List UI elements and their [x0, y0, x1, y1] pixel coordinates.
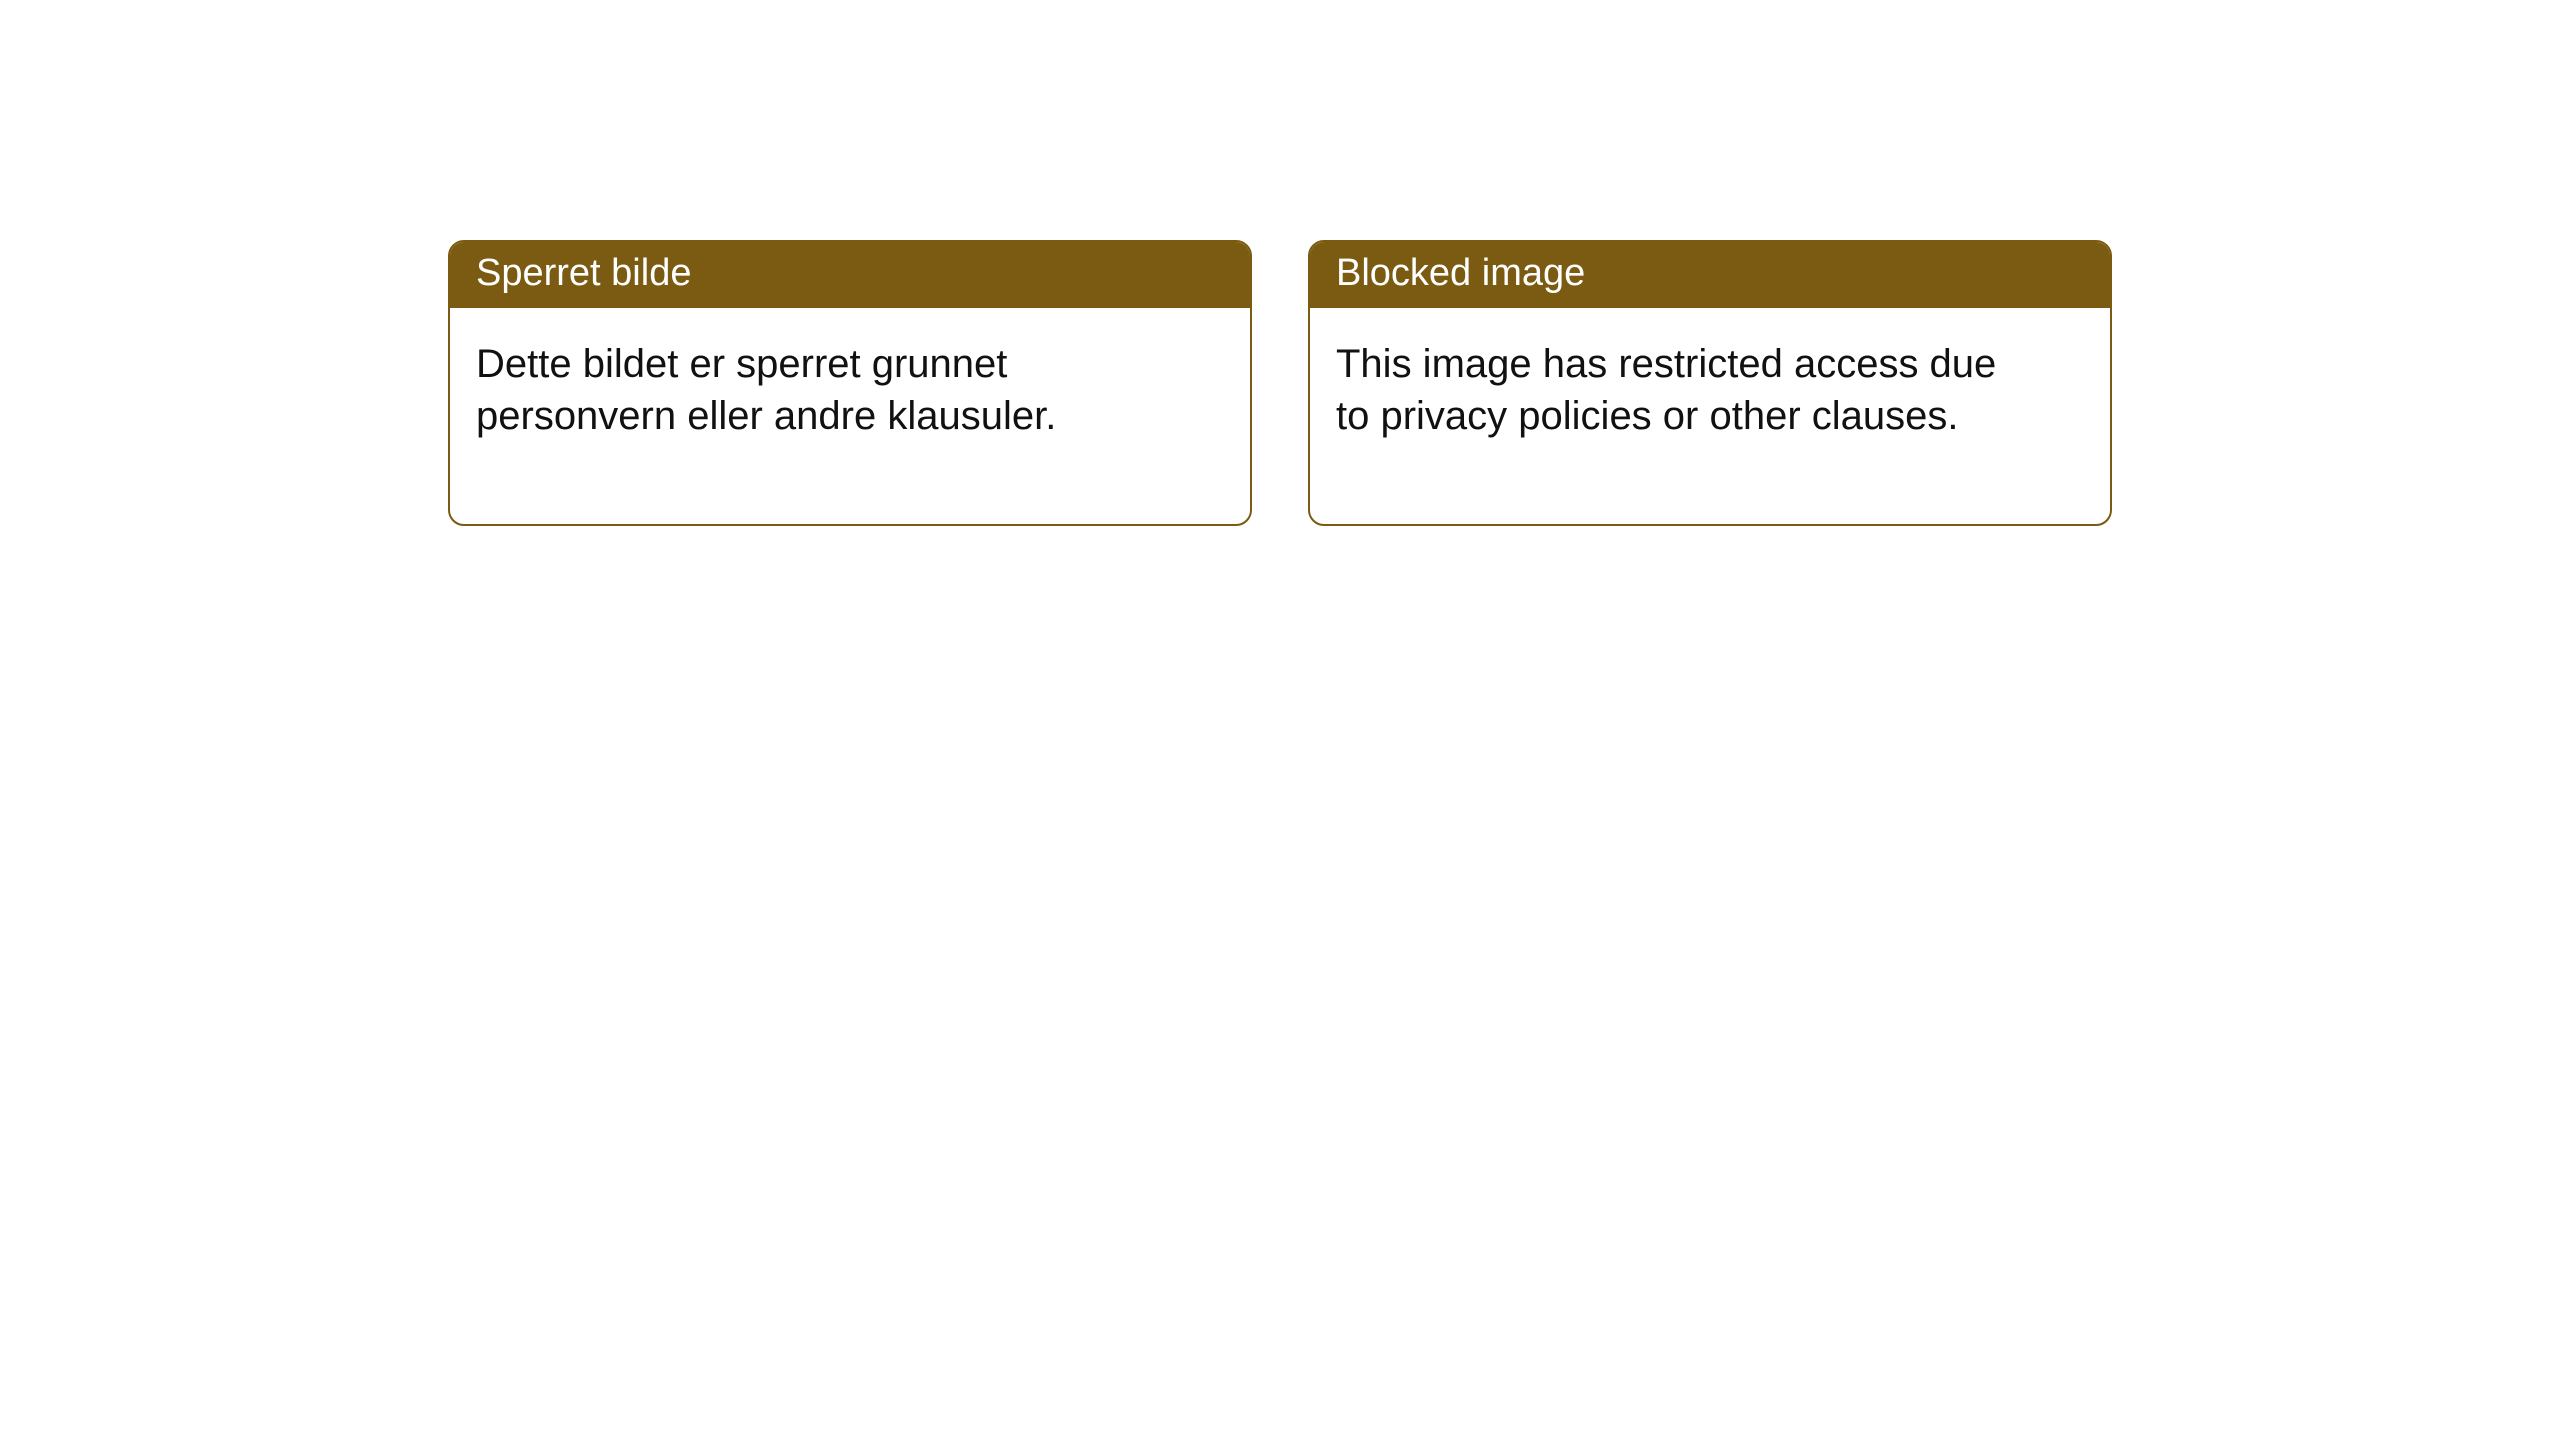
notice-card-body-en: This image has restricted access due to …	[1310, 308, 2110, 524]
notice-cards-row: Sperret bilde Dette bildet er sperret gr…	[448, 240, 2112, 526]
page: Sperret bilde Dette bildet er sperret gr…	[0, 0, 2560, 1440]
notice-card-no: Sperret bilde Dette bildet er sperret gr…	[448, 240, 1252, 526]
notice-card-title-en: Blocked image	[1310, 242, 2110, 308]
notice-card-title-no: Sperret bilde	[450, 242, 1250, 308]
notice-card-text-en: This image has restricted access due to …	[1336, 338, 2016, 442]
notice-card-text-no: Dette bildet er sperret grunnet personve…	[476, 338, 1156, 442]
notice-card-body-no: Dette bildet er sperret grunnet personve…	[450, 308, 1250, 524]
notice-card-en: Blocked image This image has restricted …	[1308, 240, 2112, 526]
